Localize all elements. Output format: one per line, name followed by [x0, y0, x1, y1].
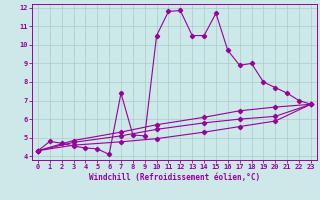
X-axis label: Windchill (Refroidissement éolien,°C): Windchill (Refroidissement éolien,°C)	[89, 173, 260, 182]
